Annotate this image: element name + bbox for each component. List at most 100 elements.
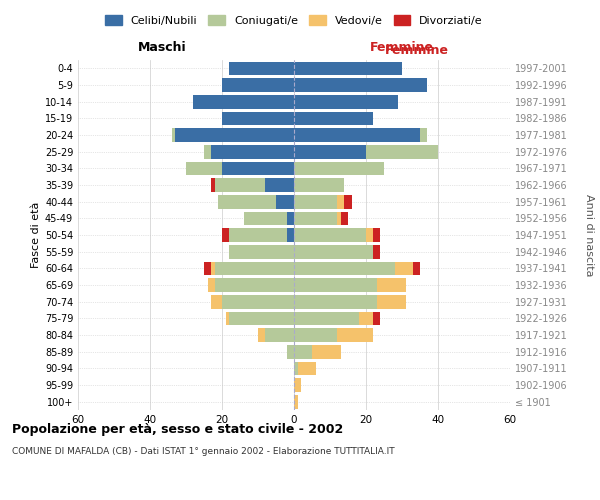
Bar	[211, 178, 294, 192]
Bar	[294, 128, 427, 142]
Bar	[294, 245, 373, 258]
Bar	[294, 262, 395, 275]
Bar	[294, 95, 398, 108]
Bar	[294, 62, 402, 75]
Bar	[294, 145, 438, 158]
Bar	[294, 112, 373, 125]
Bar	[229, 62, 294, 75]
Bar	[204, 262, 294, 275]
Bar	[294, 378, 301, 392]
Bar	[294, 128, 420, 142]
Bar	[193, 95, 294, 108]
Bar	[265, 178, 294, 192]
Bar	[294, 112, 373, 125]
Bar	[294, 395, 298, 408]
Bar	[204, 145, 294, 158]
Bar	[294, 295, 377, 308]
Bar	[294, 262, 420, 275]
Bar	[294, 212, 348, 225]
Bar	[244, 212, 294, 225]
Bar	[186, 162, 294, 175]
Bar	[294, 195, 352, 208]
Bar	[211, 145, 294, 158]
Bar	[186, 162, 294, 175]
Bar	[211, 295, 294, 308]
Bar	[172, 128, 294, 142]
Bar	[294, 362, 316, 375]
Text: Femmine: Femmine	[370, 41, 434, 54]
Bar	[294, 362, 316, 375]
Bar	[294, 228, 366, 242]
Bar	[193, 95, 294, 108]
Bar	[193, 95, 294, 108]
Bar	[294, 328, 373, 342]
Bar	[265, 328, 294, 342]
Y-axis label: Fasce di età: Fasce di età	[31, 202, 41, 268]
Bar	[294, 278, 406, 292]
Bar	[294, 278, 377, 292]
Bar	[287, 345, 294, 358]
Bar	[294, 362, 298, 375]
Bar	[193, 95, 294, 108]
Bar	[294, 62, 402, 75]
Bar	[229, 62, 294, 75]
Bar	[276, 195, 294, 208]
Bar	[294, 78, 427, 92]
Bar	[258, 328, 294, 342]
Bar	[222, 112, 294, 125]
Bar	[229, 245, 294, 258]
Bar	[294, 62, 402, 75]
Bar	[294, 295, 406, 308]
Legend: Celibi/Nubili, Coniugati/e, Vedovi/e, Divorziati/e: Celibi/Nubili, Coniugati/e, Vedovi/e, Di…	[101, 10, 487, 30]
Bar	[294, 228, 373, 242]
Bar	[294, 112, 373, 125]
Bar	[204, 145, 294, 158]
Bar	[294, 195, 344, 208]
Bar	[172, 128, 294, 142]
Bar	[294, 278, 406, 292]
Bar	[294, 145, 366, 158]
Bar	[222, 295, 294, 308]
Bar	[294, 128, 427, 142]
Bar	[294, 78, 427, 92]
Bar	[172, 128, 294, 142]
Bar	[294, 95, 398, 108]
Bar	[294, 145, 438, 158]
Text: Maschi: Maschi	[137, 41, 187, 54]
Bar	[229, 228, 294, 242]
Bar	[229, 312, 294, 325]
Bar	[226, 312, 294, 325]
Bar	[244, 212, 294, 225]
Bar	[294, 62, 402, 75]
Bar	[294, 345, 341, 358]
Bar	[186, 162, 294, 175]
Bar	[294, 345, 341, 358]
Bar	[175, 128, 294, 142]
Text: COMUNE DI MAFALDA (CB) - Dati ISTAT 1° gennaio 2002 - Elaborazione TUTTITALIA.IT: COMUNE DI MAFALDA (CB) - Dati ISTAT 1° g…	[12, 448, 395, 456]
Bar	[294, 95, 398, 108]
Bar	[222, 228, 294, 242]
Bar	[204, 145, 294, 158]
Bar	[258, 328, 294, 342]
Bar	[287, 212, 294, 225]
Bar	[294, 162, 384, 175]
Bar	[222, 112, 294, 125]
Text: Popolazione per età, sesso e stato civile - 2002: Popolazione per età, sesso e stato civil…	[12, 422, 343, 436]
Bar	[294, 328, 337, 342]
Bar	[222, 112, 294, 125]
Text: Femmine: Femmine	[385, 44, 449, 57]
Bar	[222, 78, 294, 92]
Bar	[229, 245, 294, 258]
Bar	[222, 162, 294, 175]
Bar	[294, 95, 398, 108]
Bar	[211, 262, 294, 275]
Bar	[294, 245, 373, 258]
Bar	[294, 378, 301, 392]
Bar	[229, 245, 294, 258]
Bar	[294, 162, 384, 175]
Bar	[208, 278, 294, 292]
Bar	[294, 78, 427, 92]
Bar	[294, 295, 406, 308]
Bar	[294, 328, 373, 342]
Bar	[211, 295, 294, 308]
